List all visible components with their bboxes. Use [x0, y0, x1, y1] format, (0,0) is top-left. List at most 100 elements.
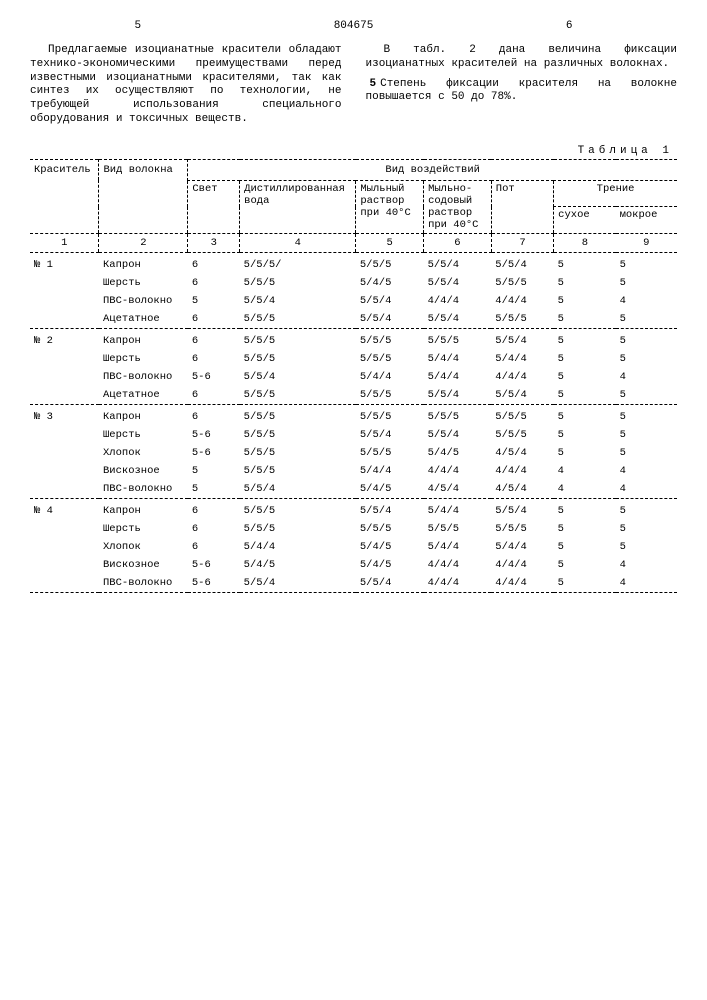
cell-value: 4/4/4 [491, 462, 553, 480]
cell-fiber: Хлопок [99, 444, 188, 462]
cell-value: 5 [188, 480, 240, 499]
cell-value: 5/5/5 [491, 274, 553, 292]
cell-fiber: ПВС-волокно [99, 368, 188, 386]
table-row: Шерсть5-65/5/55/5/45/5/45/5/555 [30, 426, 677, 444]
cell-value: 4/4/4 [491, 292, 553, 310]
cell-value: 5/5/4 [356, 574, 424, 593]
table-row: Вискозное5-65/4/55/4/54/4/44/4/454 [30, 556, 677, 574]
cell-value: 4 [616, 574, 677, 593]
cell-value: 5/5/5 [240, 328, 356, 350]
cell-dye [30, 574, 99, 593]
table-row: ПВС-волокно55/5/45/4/54/5/44/5/444 [30, 480, 677, 499]
cell-fiber: Вискозное [99, 462, 188, 480]
cell-dye [30, 292, 99, 310]
right-paragraph-2: 5Степень фиксации красителя на волокне п… [366, 78, 678, 106]
cell-value: 5/4/5 [356, 274, 424, 292]
cell-value: 6 [188, 274, 240, 292]
cell-dye [30, 444, 99, 462]
cell-value: 5/5/5 [356, 404, 424, 426]
table-row: № 2Капрон65/5/55/5/55/5/55/5/455 [30, 328, 677, 350]
cell-fiber: ПВС-волокно [99, 292, 188, 310]
col-wet: мокрое [616, 207, 677, 234]
cell-value: 5/5/5 [424, 520, 492, 538]
page-no-right: 6 [461, 20, 677, 32]
cell-value: 5/4/4 [240, 538, 356, 556]
cell-value: 5/5/5 [356, 386, 424, 405]
cell-value: 5/4/5 [240, 556, 356, 574]
cell-value: 5/5/5 [240, 386, 356, 405]
cell-value: 5/5/4 [240, 574, 356, 593]
col-dye: Краситель [30, 159, 99, 233]
cell-value: 5/5/4 [491, 328, 553, 350]
col-dry: сухое [554, 207, 616, 234]
cell-value: 5 [616, 520, 677, 538]
table-row: ПВС-волокно55/5/45/5/44/4/44/4/454 [30, 292, 677, 310]
cell-value: 5/5/4 [356, 310, 424, 329]
cell-value: 5/4/5 [356, 538, 424, 556]
right-column: В табл. 2 дана величина фиксации изоциан… [366, 44, 678, 133]
cell-value: 5/5/5 [491, 310, 553, 329]
cell-value: 5/5/5 [240, 274, 356, 292]
cell-value: 5/5/5 [356, 444, 424, 462]
cell-value: 4 [616, 292, 677, 310]
cell-value: 5/4/4 [424, 368, 492, 386]
cell-value: 5/5/5 [240, 310, 356, 329]
cell-value: 5 [554, 426, 616, 444]
right-paragraph-1: В табл. 2 дана величина фиксации изоциан… [366, 44, 678, 72]
cell-value: 5 [554, 404, 616, 426]
cell-value: 6 [188, 252, 240, 274]
cell-value: 5/5/5 [424, 328, 492, 350]
cell-fiber: Шерсть [99, 426, 188, 444]
cell-fiber: Капрон [99, 252, 188, 274]
cell-value: 5/5/4 [424, 252, 492, 274]
cell-value: 5/5/5 [240, 462, 356, 480]
cell-fiber: ПВС-волокно [99, 574, 188, 593]
cell-value: 5/5/5/ [240, 252, 356, 274]
table-row: Шерсть65/5/55/4/55/5/45/5/555 [30, 274, 677, 292]
cell-value: 4 [616, 556, 677, 574]
table-row: Шерсть65/5/55/5/55/5/55/5/555 [30, 520, 677, 538]
cell-value: 5/5/5 [491, 520, 553, 538]
table-row: Ацетатное65/5/55/5/45/5/45/5/555 [30, 310, 677, 329]
cell-fiber: Капрон [99, 404, 188, 426]
cell-value: 5/5/4 [424, 310, 492, 329]
cell-value: 5 [554, 520, 616, 538]
cell-value: 5/5/5 [240, 404, 356, 426]
cell-value: 5 [554, 386, 616, 405]
table-body: № 1Капрон65/5/5/5/5/55/5/45/5/455Шерсть6… [30, 252, 677, 592]
cell-value: 6 [188, 310, 240, 329]
cell-value: 5 [616, 498, 677, 520]
cell-value: 5/5/4 [424, 426, 492, 444]
col-numbers-row: 1 2 3 4 5 6 7 8 9 [30, 233, 677, 252]
cell-value: 4/4/4 [491, 574, 553, 593]
cell-value: 5 [554, 574, 616, 593]
cell-value: 5/5/4 [240, 480, 356, 499]
cell-value: 4/4/4 [424, 292, 492, 310]
cell-value: 6 [188, 328, 240, 350]
cell-value: 5/5/4 [491, 386, 553, 405]
cell-value: 4/4/4 [424, 462, 492, 480]
cell-value: 5/5/5 [240, 520, 356, 538]
cell-value: 5 [554, 368, 616, 386]
cell-value: 5/5/5 [491, 404, 553, 426]
cell-value: 5 [616, 426, 677, 444]
cell-value: 4 [616, 480, 677, 499]
cell-value: 5/5/5 [240, 426, 356, 444]
doc-no: 804675 [246, 20, 462, 32]
cell-value: 5/4/4 [424, 498, 492, 520]
cell-value: 5/5/4 [356, 292, 424, 310]
cell-value: 5 [554, 310, 616, 329]
cell-value: 5/5/4 [424, 274, 492, 292]
cell-dye [30, 480, 99, 499]
col-soap-soda: Мыльно-содовый раствор при 40°C [424, 180, 492, 233]
table-row: ПВС-волокно5-65/5/45/5/44/4/44/4/454 [30, 574, 677, 593]
cell-value: 5 [616, 444, 677, 462]
cell-value: 5/5/5 [240, 444, 356, 462]
cell-value: 5 [188, 462, 240, 480]
cell-value: 4 [554, 480, 616, 499]
cell-dye: № 4 [30, 498, 99, 520]
cell-fiber: Ацетатное [99, 386, 188, 405]
cell-value: 5 [616, 386, 677, 405]
cell-value: 5/5/5 [491, 426, 553, 444]
cell-value: 5 [554, 556, 616, 574]
